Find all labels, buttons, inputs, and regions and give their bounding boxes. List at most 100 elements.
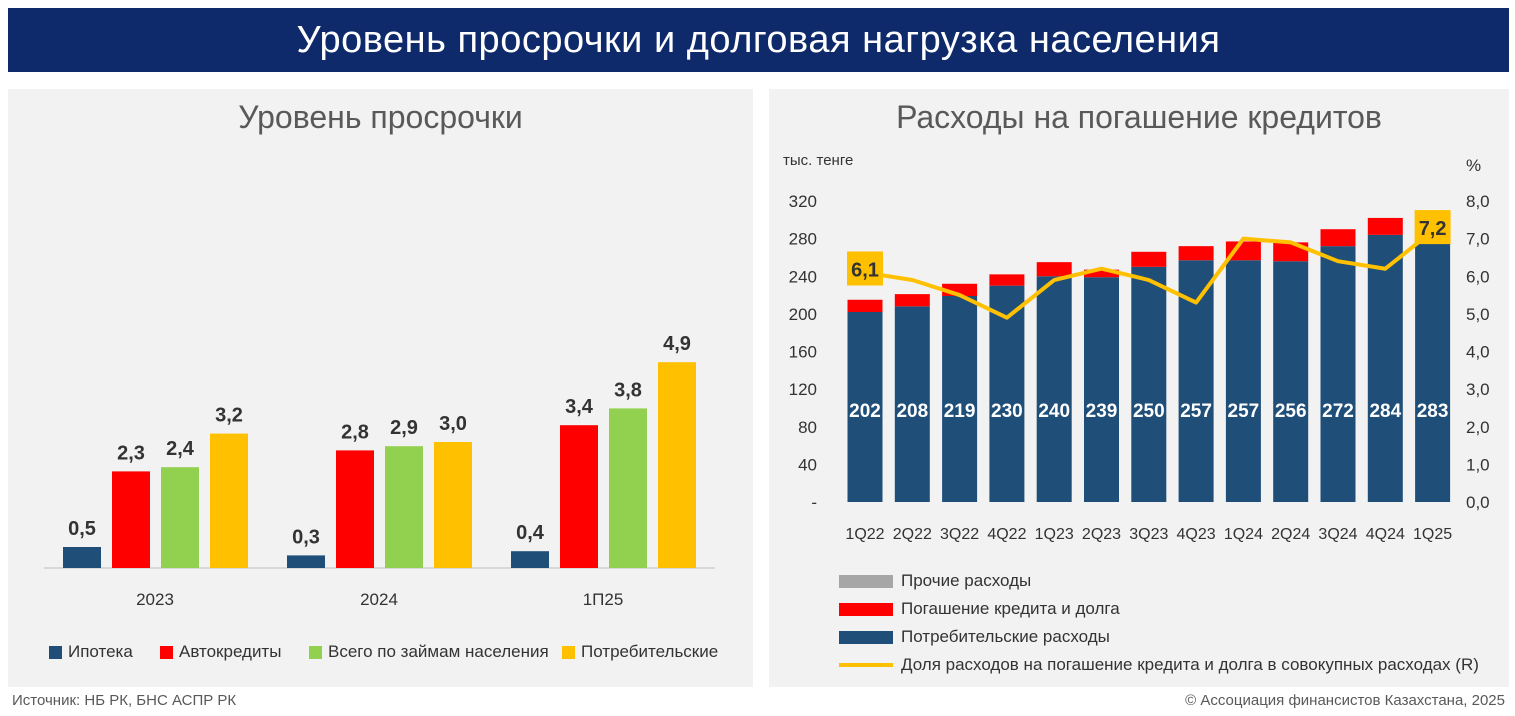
highlight-label: 7,2: [1419, 218, 1447, 240]
bar-value-label: 240: [1038, 401, 1070, 422]
x-tick-label: 1Q24: [1224, 526, 1263, 543]
bar-ипотека-2024: [287, 555, 325, 568]
x-tick-label: 1П25: [583, 590, 624, 609]
bar-repayment-4Q23: [1178, 246, 1214, 261]
legend-swatch: [562, 645, 575, 659]
y-left-tick-label: 240: [789, 267, 817, 286]
x-tick-label: 2023: [136, 590, 174, 609]
x-tick-label: 1Q25: [1413, 526, 1452, 543]
bar-value-label: 250: [1133, 401, 1165, 422]
legend-label: Потребительские расходы: [901, 627, 1110, 646]
bar-repayment-3Q24: [1320, 229, 1356, 247]
data-label: 0,3: [292, 526, 320, 548]
legend-label: Всего по займам населения: [328, 642, 549, 661]
y-left-tick-label: -: [811, 493, 817, 512]
data-label: 3,2: [215, 405, 243, 427]
bar-ипотека-2023: [63, 547, 101, 568]
bar-value-label: 256: [1275, 401, 1307, 422]
legend-item: Погашение кредита и долга: [839, 599, 1120, 619]
bar-автокредиты-2024: [336, 450, 374, 568]
bar-value-label: 230: [991, 401, 1023, 422]
y-right-tick-label: 7,0: [1466, 230, 1490, 249]
bar-repayment-2Q23: [1084, 269, 1119, 278]
legend-item: Доля расходов на погашение кредита и дол…: [839, 655, 1479, 675]
legend-swatch: [839, 574, 893, 588]
bar-всего-по-займам-населения-1П25: [609, 408, 647, 568]
x-tick-label: 3Q24: [1318, 526, 1357, 543]
legend-swatch: [839, 602, 893, 616]
data-label: 3,0: [439, 413, 467, 435]
share-line: [864, 229, 1434, 320]
bar-consumption-3Q22: [942, 296, 978, 502]
y-right-tick-label: 6,0: [1466, 267, 1490, 286]
x-tick-label: 2024: [360, 590, 398, 609]
legend-item: Всего по займам населения: [309, 642, 549, 662]
legend-swatch: [309, 645, 322, 659]
x-tick-label: 4Q24: [1366, 526, 1405, 543]
overdue-chart-title: Уровень просрочки: [238, 99, 523, 135]
bar-consumption-2Q23: [1084, 277, 1119, 502]
y-left-tick-label: 160: [789, 343, 817, 362]
legend-label: Прочие расходы: [901, 571, 1032, 590]
bar-value-label: 283: [1417, 401, 1449, 422]
legend-item: Ипотека: [49, 642, 133, 662]
x-tick-label: 1Q23: [1035, 526, 1074, 543]
bar-потребительские-2024: [434, 442, 472, 568]
bar-consumption-4Q24: [1367, 234, 1403, 503]
y-left-tick-label: 320: [789, 192, 817, 211]
left-axis-unit: тыс. тенге: [783, 152, 853, 169]
y-left-tick-label: 120: [789, 380, 817, 399]
data-label: 2,8: [341, 421, 369, 443]
bar-repayment-1Q22: [847, 299, 883, 312]
bar-value-label: 257: [1228, 401, 1260, 422]
bar-consumption-3Q23: [1131, 266, 1167, 502]
overdue-chart-panel: Уровень просрочки 0,5 2,3 2,4 3,2 2023 0,3 2,8…: [8, 89, 753, 687]
legend-swatch: [839, 663, 893, 667]
bar-repayment-1Q24: [1225, 241, 1261, 261]
bar-consumption-3Q24: [1320, 246, 1356, 502]
legend-label: Погашение кредита и долга: [901, 599, 1120, 618]
highlight-label-box: [1414, 210, 1451, 245]
y-left-tick-label: 80: [798, 418, 817, 437]
data-label: 2,9: [390, 417, 418, 439]
data-label: 0,5: [68, 518, 96, 540]
bar-автокредиты-1П25: [560, 425, 598, 568]
data-label: 2,4: [166, 438, 195, 460]
y-right-tick-label: 0,0: [1466, 493, 1490, 512]
bar-ипотека-1П25: [511, 551, 549, 568]
data-label: 2,3: [117, 442, 145, 464]
x-tick-label: 2Q24: [1271, 526, 1310, 543]
legend-label: Доля расходов на погашение кредита и дол…: [901, 655, 1479, 674]
bar-consumption-2Q22: [894, 306, 930, 502]
y-right-tick-label: 3,0: [1466, 380, 1490, 399]
x-tick-label: 3Q22: [940, 526, 979, 543]
bar-потребительские-2023: [210, 433, 248, 568]
legend-item: Потребительские: [562, 642, 718, 662]
highlight-label: 6,1: [851, 259, 879, 281]
data-label: 0,4: [516, 522, 545, 544]
repayment-chart-svg: тыс. тенге % - 40 80 120 160 200 240 280 320 0,0 1,0…: [783, 152, 1490, 543]
bar-consumption-2Q24: [1273, 261, 1309, 502]
legend-label: Автокредиты: [179, 642, 282, 661]
copyright-note: © Ассоциация финансистов Казахстана, 202…: [1185, 692, 1505, 709]
legend-swatch: [839, 630, 893, 644]
x-tick-label: 4Q22: [987, 526, 1026, 543]
y-right-tick-label: 4,0: [1466, 343, 1490, 362]
bar-value-label: 272: [1322, 401, 1354, 422]
legend-swatch: [160, 645, 173, 659]
legend-swatch: [49, 645, 62, 659]
y-left-tick-label: 280: [789, 230, 817, 249]
bar-автокредиты-2023: [112, 471, 150, 568]
y-right-tick-label: 5,0: [1466, 305, 1490, 324]
legend-label: Потребительские: [581, 642, 719, 661]
x-tick-label: 1Q22: [845, 526, 884, 543]
x-tick-label: 2Q23: [1082, 526, 1121, 543]
data-label: 3,8: [614, 379, 642, 401]
overdue-chart-svg: 0,5 2,3 2,4 3,2 2023 0,3 2,8 2,9 3,0 2024 0,4 3,4 3,…: [44, 333, 715, 609]
bar-value-label: 208: [896, 401, 928, 422]
legend-item: Прочие расходы: [839, 571, 1031, 591]
bar-repayment-4Q24: [1367, 217, 1403, 235]
bar-consumption-1Q25: [1415, 235, 1451, 502]
right-axis-unit: %: [1466, 156, 1481, 175]
bar-consumption-1Q22: [847, 311, 883, 502]
